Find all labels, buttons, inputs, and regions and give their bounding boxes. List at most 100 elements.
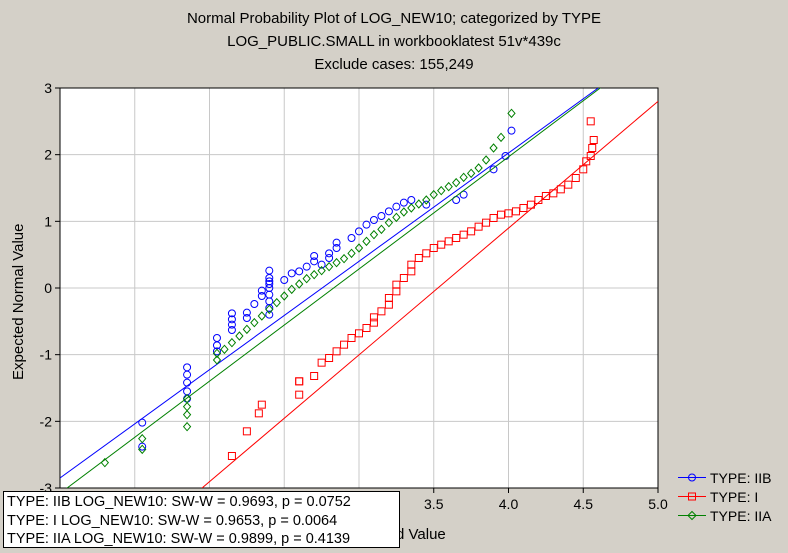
data-point-iib xyxy=(295,267,304,276)
stats-line-i: TYPE: I LOG_NEW10: SW-W = 0.9653, p = 0.… xyxy=(7,512,338,529)
data-point-iib xyxy=(362,220,371,229)
data-point-iia xyxy=(138,433,147,444)
data-point-iia xyxy=(369,229,379,240)
data-point-iia xyxy=(287,284,296,295)
data-point-iia xyxy=(317,265,326,276)
data-point-i xyxy=(422,249,431,258)
data-point-iia xyxy=(459,172,468,183)
data-point-iia xyxy=(384,217,394,228)
data-point-iia xyxy=(444,181,453,192)
data-point-i xyxy=(340,340,349,349)
data-point-iib xyxy=(507,126,516,135)
data-point-i xyxy=(362,324,371,332)
data-point-i xyxy=(227,452,236,460)
data-point-iia xyxy=(437,185,446,196)
data-point-iib xyxy=(242,308,251,317)
data-point-i xyxy=(377,307,386,316)
data-point-iib xyxy=(489,165,498,174)
data-point-iib xyxy=(250,300,259,308)
data-point-i xyxy=(295,377,304,386)
x-tick-label: 3.5 xyxy=(424,496,444,512)
shapiro-wilk-stats-box: TYPE: IIB LOG_NEW10: SW-W = 0.9693, p = … xyxy=(3,491,400,548)
data-point-iib xyxy=(227,309,236,318)
data-point-iib xyxy=(355,227,363,236)
data-point-iia xyxy=(100,457,110,468)
data-point-iia xyxy=(212,355,222,365)
data-point-iia xyxy=(429,189,438,200)
chart-title-line-3: Exclude cases: 155,249 xyxy=(314,56,474,73)
data-point-iib xyxy=(287,269,296,278)
data-point-iia xyxy=(250,317,259,328)
x-tick-label: 4.5 xyxy=(574,496,594,512)
data-point-i xyxy=(526,200,535,209)
data-point-iia xyxy=(182,393,192,404)
data-point-iib xyxy=(392,202,401,211)
data-point-iia xyxy=(182,421,192,432)
data-point-i xyxy=(369,313,378,322)
data-point-iib xyxy=(265,284,274,292)
data-point-i xyxy=(317,358,326,367)
data-point-iib xyxy=(227,320,236,329)
data-point-iia xyxy=(414,199,423,209)
data-point-i xyxy=(579,165,588,174)
data-point-iib xyxy=(183,378,192,387)
data-point-iib xyxy=(377,212,386,220)
data-point-iib xyxy=(265,266,274,275)
data-point-iia xyxy=(212,348,222,359)
data-point-i xyxy=(589,136,598,144)
data-point-iib xyxy=(325,249,334,258)
data-point-iia xyxy=(257,311,266,321)
data-point-i xyxy=(556,185,565,194)
y-axis-label: Expected Normal Value xyxy=(10,223,27,380)
data-point-iib xyxy=(257,286,266,295)
data-point-iib xyxy=(227,326,236,334)
data-point-iia xyxy=(138,444,147,455)
data-point-iia xyxy=(377,224,386,235)
legend-marker-square-icon xyxy=(678,492,706,501)
data-point-i xyxy=(369,318,378,327)
data-point-i xyxy=(332,347,341,356)
legend-marker-circle-icon xyxy=(678,473,706,482)
data-point-iia xyxy=(347,248,356,259)
data-point-iib xyxy=(369,216,378,224)
fit-line-iia xyxy=(66,88,602,488)
legend-marker-diamond-icon xyxy=(678,510,706,521)
x-axis-label: d Value xyxy=(396,526,446,543)
data-point-i xyxy=(310,372,319,380)
data-point-iia xyxy=(399,207,409,217)
data-point-iib xyxy=(384,207,393,216)
data-point-iia xyxy=(452,177,461,188)
data-point-iib xyxy=(257,292,266,300)
data-point-i xyxy=(392,280,401,289)
data-point-iib xyxy=(265,280,274,288)
data-point-iib xyxy=(310,257,319,266)
data-point-iib xyxy=(347,234,356,242)
data-point-iib xyxy=(325,254,334,262)
data-point-iia xyxy=(407,203,416,213)
data-point-iia xyxy=(354,243,364,253)
data-point-iib xyxy=(227,315,236,324)
data-point-iib xyxy=(422,200,431,209)
y-tick-label: -2 xyxy=(40,413,53,429)
x-tick-label: 5.0 xyxy=(648,496,668,512)
chart-title-line-1: Normal Probability Plot of LOG_NEW10; ca… xyxy=(186,10,602,27)
data-point-iib xyxy=(317,260,326,269)
data-point-iia xyxy=(392,212,401,223)
data-point-iia xyxy=(324,261,334,272)
data-point-iib xyxy=(399,198,408,207)
data-point-i xyxy=(414,254,423,262)
y-tick-label: -1 xyxy=(40,347,53,363)
data-point-i xyxy=(257,400,266,409)
data-point-iib xyxy=(332,238,341,247)
data-point-iia xyxy=(309,269,319,280)
x-tick-label: 4.0 xyxy=(499,496,519,512)
chart-title-line-2: LOG_PUBLIC.SMALL in workbooklatest 51v*4… xyxy=(227,33,561,50)
data-point-i xyxy=(399,274,408,282)
legend-item-iia: TYPE: IIA xyxy=(678,506,771,525)
data-point-iia xyxy=(235,331,244,341)
legend: TYPE: IIB TYPE: I TYPE: IIA xyxy=(678,468,771,525)
data-point-i xyxy=(254,409,263,418)
legend-label: TYPE: IIA xyxy=(710,507,772,524)
data-point-i xyxy=(582,157,591,166)
data-point-iib xyxy=(280,276,289,284)
